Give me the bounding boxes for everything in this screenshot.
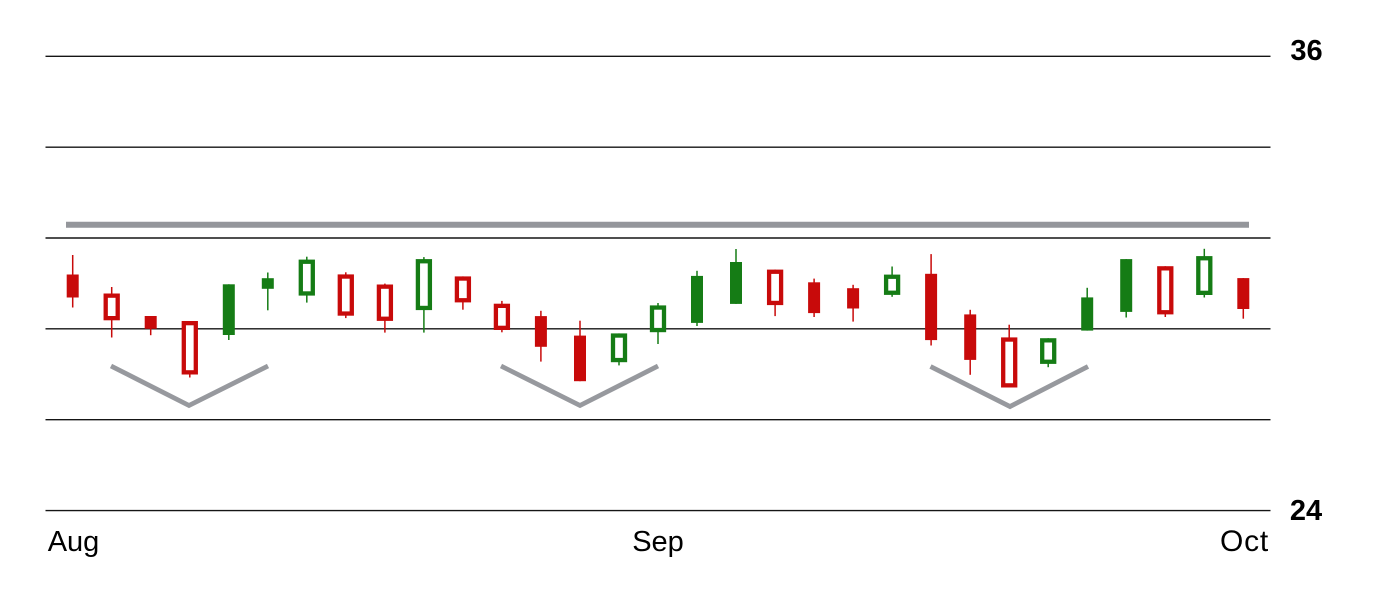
svg-text:Oct: Oct <box>1220 525 1269 558</box>
svg-text:36: 36 <box>1290 35 1322 67</box>
svg-text:Sep: Sep <box>632 526 684 558</box>
svg-text:24: 24 <box>1290 495 1322 527</box>
svg-text:Aug: Aug <box>48 526 100 558</box>
